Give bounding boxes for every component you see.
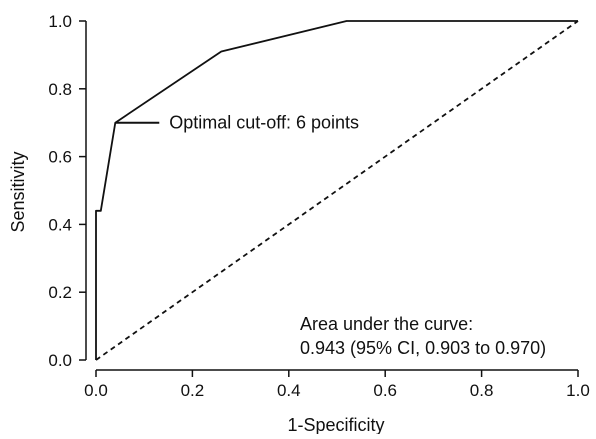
y-tick-label: 0.8 (48, 80, 72, 99)
y-tick-label: 0.4 (48, 215, 72, 234)
cutoff-annotation: Optimal cut-off: 6 points (169, 113, 359, 133)
x-tick-label: 0.6 (373, 381, 397, 400)
series-layer (95, 20, 579, 361)
roc-curve-line (95, 20, 578, 360)
x-tick-label: 0.8 (470, 381, 494, 400)
auc-label-line2: 0.943 (95% CI, 0.903 to 0.970) (300, 338, 546, 358)
y-tick-label: 1.0 (48, 12, 72, 31)
annotation-layer: Optimal cut-off: 6 points Area under the… (115, 113, 546, 358)
x-tick-label: 0.0 (84, 381, 108, 400)
x-tick-label: 0.4 (277, 381, 301, 400)
x-axis-title: 1-Specificity (287, 415, 384, 434)
x-tick-label: 1.0 (566, 381, 590, 400)
y-tick-label: 0.2 (48, 283, 72, 302)
axes: 0.0 0.2 0.4 0.6 0.8 1.0 0.0 0.2 0.4 0.6 0.8 1.0 (48, 12, 589, 400)
reference-diagonal-line (95, 20, 579, 361)
y-axis-title: Sensitivity (8, 151, 28, 232)
y-tick-label: 0.6 (48, 148, 72, 167)
auc-label-line1: Area under the curve: (300, 314, 473, 334)
x-tick-label: 0.2 (181, 381, 205, 400)
y-tick-label: 0.0 (48, 351, 72, 370)
